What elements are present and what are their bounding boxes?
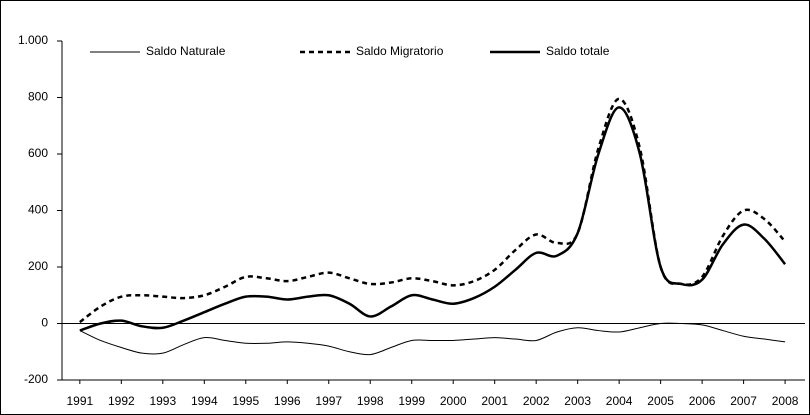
series-line — [79, 106, 787, 332]
x-tick-label: 1991 — [66, 394, 93, 408]
x-tick-label: 1995 — [232, 394, 259, 408]
x-tick-label: 1993 — [149, 394, 176, 408]
y-tick-label: 600 — [28, 146, 48, 160]
x-tick-label: 1997 — [315, 394, 342, 408]
y-tick-label: -200 — [24, 372, 48, 386]
x-tick-label: 2005 — [647, 394, 674, 408]
legend-label: Saldo totale — [546, 44, 610, 58]
x-tick-label: 1996 — [274, 394, 301, 408]
x-tick-label: 2006 — [689, 394, 716, 408]
x-tick-label: 1992 — [108, 394, 135, 408]
x-tick-label: 1998 — [357, 394, 384, 408]
y-tick-label: 400 — [28, 203, 48, 217]
series-line — [79, 322, 786, 356]
legend-label: Saldo Naturale — [146, 44, 226, 58]
x-tick-label: 1999 — [398, 394, 425, 408]
x-tick-label: 2007 — [730, 394, 757, 408]
x-tick-label: 2001 — [481, 394, 508, 408]
y-tick-label: 800 — [28, 90, 48, 104]
x-tick-label: 1994 — [191, 394, 218, 408]
x-tick-label: 2003 — [564, 394, 591, 408]
y-tick-label: 1.000 — [18, 33, 48, 47]
x-tick-label: 2008 — [772, 394, 799, 408]
x-tick-label: 2004 — [606, 394, 633, 408]
x-tick-label: 2002 — [523, 394, 550, 408]
y-tick-label: 200 — [28, 259, 48, 273]
y-tick-label: 0 — [41, 316, 48, 330]
x-tick-label: 2000 — [440, 394, 467, 408]
legend-label: Saldo Migratorio — [356, 44, 444, 58]
